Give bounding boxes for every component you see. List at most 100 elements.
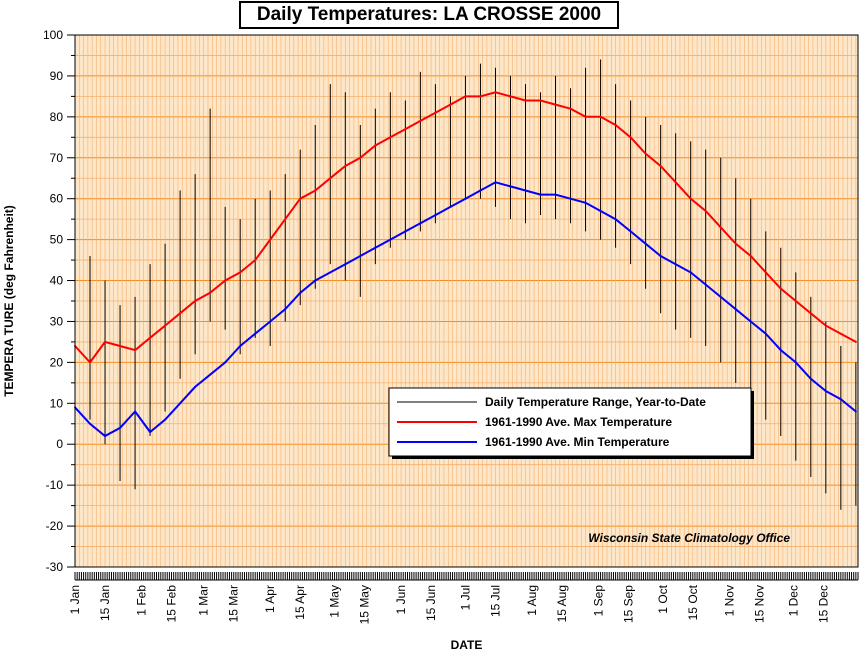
avg-max-point bbox=[629, 136, 632, 139]
avg-max-point bbox=[509, 95, 512, 98]
avg-max-point bbox=[554, 103, 557, 106]
avg-max-point bbox=[299, 197, 302, 200]
avg-max-point bbox=[329, 177, 332, 180]
avg-min-point bbox=[359, 254, 362, 257]
avg-min-point bbox=[839, 398, 842, 401]
avg-min-point bbox=[854, 410, 857, 413]
y-tick-label: 100 bbox=[43, 28, 63, 42]
x-tick-label: 15 May bbox=[358, 585, 372, 624]
avg-max-point bbox=[839, 332, 842, 335]
avg-max-point bbox=[209, 291, 212, 294]
y-axis-title: TEMPERA TURE (deg Fahrenheit) bbox=[2, 205, 16, 397]
legend-label: 1961-1990 Ave. Min Temperature bbox=[485, 435, 670, 449]
y-tick-label: 80 bbox=[50, 110, 64, 124]
avg-min-point bbox=[164, 418, 167, 421]
avg-max-point bbox=[494, 91, 497, 94]
credit-annotation: Wisconsin State Climatology Office bbox=[588, 531, 790, 545]
avg-min-point bbox=[149, 430, 152, 433]
y-tick-label: 0 bbox=[56, 437, 63, 451]
avg-max-point bbox=[584, 115, 587, 118]
avg-min-point bbox=[494, 181, 497, 184]
y-tick-label: 70 bbox=[50, 151, 64, 165]
avg-max-point bbox=[314, 189, 317, 192]
avg-min-point bbox=[194, 385, 197, 388]
x-tick-label: 1 Jan bbox=[68, 585, 82, 614]
avg-min-point bbox=[314, 279, 317, 282]
avg-max-point bbox=[689, 197, 692, 200]
avg-min-point bbox=[704, 283, 707, 286]
avg-min-point bbox=[614, 218, 617, 221]
avg-max-point bbox=[809, 312, 812, 315]
avg-min-point bbox=[224, 361, 227, 364]
avg-max-point bbox=[449, 103, 452, 106]
avg-max-point bbox=[269, 238, 272, 241]
x-tick-label: 15 Sep bbox=[621, 585, 635, 623]
avg-max-point bbox=[794, 300, 797, 302]
avg-min-point bbox=[689, 271, 692, 274]
legend-label: Daily Temperature Range, Year-to-Date bbox=[485, 395, 706, 409]
x-tick-label: 1 Apr bbox=[263, 585, 277, 613]
x-tick-label: 15 Feb bbox=[165, 585, 179, 623]
avg-max-point bbox=[719, 226, 722, 229]
avg-max-point bbox=[374, 144, 377, 147]
avg-min-point bbox=[344, 263, 347, 266]
avg-min-point bbox=[674, 263, 677, 266]
x-tick-label: 1 Jul bbox=[458, 585, 472, 610]
y-tick-label: 50 bbox=[50, 233, 64, 247]
avg-max-point bbox=[404, 128, 407, 131]
x-tick-label: 15 Jan bbox=[98, 585, 112, 621]
avg-max-point bbox=[119, 345, 122, 348]
x-tick-label: 1 Dec bbox=[787, 585, 801, 616]
avg-min-point bbox=[434, 214, 437, 217]
avg-max-point bbox=[419, 119, 422, 122]
x-tick-label: 15 Aug bbox=[555, 585, 569, 622]
y-tick-label: 60 bbox=[50, 192, 64, 206]
avg-max-point bbox=[194, 300, 197, 302]
avg-max-point bbox=[434, 111, 437, 114]
avg-min-point bbox=[539, 193, 542, 196]
x-tick-label: 15 Nov bbox=[752, 585, 766, 623]
avg-max-point bbox=[764, 271, 767, 274]
avg-max-point bbox=[149, 336, 152, 339]
avg-min-point bbox=[734, 308, 737, 311]
y-tick-label: -10 bbox=[46, 478, 64, 492]
x-tick-label: 15 Mar bbox=[227, 585, 241, 622]
avg-min-point bbox=[464, 197, 467, 200]
x-tick-label: 1 Feb bbox=[135, 585, 149, 616]
x-tick-label: 15 Apr bbox=[293, 585, 307, 620]
avg-max-point bbox=[104, 340, 107, 343]
avg-min-point bbox=[284, 308, 287, 311]
avg-min-point bbox=[749, 320, 752, 323]
y-tick-label: 40 bbox=[50, 274, 64, 288]
avg-min-point bbox=[449, 205, 452, 208]
y-tick-label: 30 bbox=[50, 314, 64, 328]
avg-min-point bbox=[104, 435, 107, 438]
avg-min-point bbox=[599, 209, 602, 212]
x-tick-label: 15 Jun bbox=[424, 585, 438, 621]
avg-max-point bbox=[524, 99, 527, 102]
x-tick-label: 1 Nov bbox=[722, 585, 736, 616]
x-tick-label: 1 Sep bbox=[591, 585, 605, 617]
x-tick-label: 1 Jun bbox=[394, 585, 408, 614]
avg-max-point bbox=[539, 99, 542, 102]
avg-max-point bbox=[749, 254, 752, 257]
legend-box bbox=[388, 387, 752, 457]
avg-min-point bbox=[719, 295, 722, 298]
avg-max-point bbox=[464, 95, 467, 98]
avg-min-point bbox=[89, 422, 92, 425]
avg-min-point bbox=[629, 230, 632, 233]
x-axis-title: DATE bbox=[451, 638, 483, 652]
avg-max-point bbox=[659, 164, 662, 167]
avg-max-point bbox=[134, 349, 137, 352]
avg-min-point bbox=[419, 222, 422, 225]
x-tick-label: 15 Jul bbox=[488, 585, 502, 617]
avg-min-point bbox=[569, 197, 572, 200]
avg-min-point bbox=[524, 189, 527, 192]
avg-max-point bbox=[254, 259, 257, 262]
avg-max-point bbox=[284, 218, 287, 221]
legend-label: 1961-1990 Ave. Max Temperature bbox=[485, 415, 672, 429]
avg-max-point bbox=[89, 361, 92, 364]
avg-max-point bbox=[734, 242, 737, 245]
avg-min-point bbox=[509, 185, 512, 188]
